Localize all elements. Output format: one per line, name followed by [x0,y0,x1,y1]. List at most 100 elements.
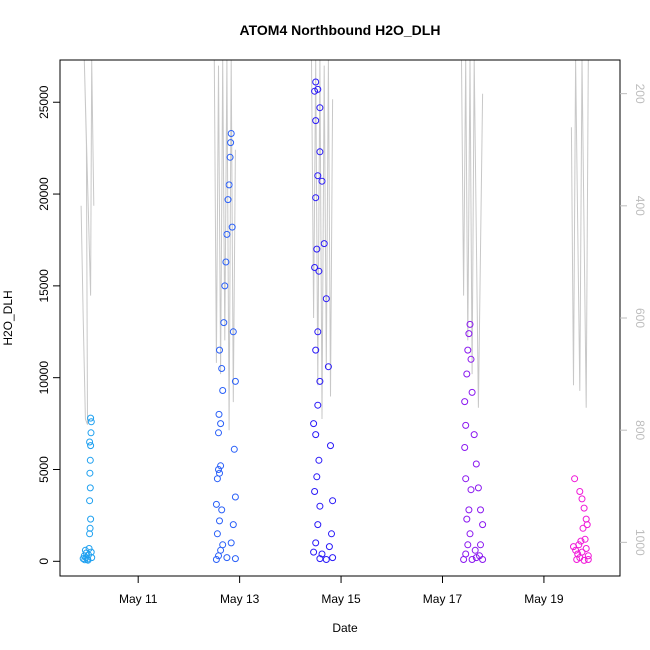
data-point [314,401,322,409]
data-point [231,377,239,385]
data-point [314,328,322,336]
data-point [322,295,330,303]
y-tick-label: 5000 [37,456,51,483]
pressure-profiles [80,60,589,431]
y2-tick-label: 200 [633,84,647,104]
data-point [322,556,330,563]
data-point [580,504,588,512]
plot-frame [59,59,621,577]
data-point [465,330,473,338]
data-point [228,223,236,231]
data-point [477,506,484,514]
data-point [311,264,319,271]
data-point [86,484,94,492]
data-point [466,320,474,328]
pressure-profile-2 [213,60,236,431]
data-point [582,515,590,523]
data-point [464,541,472,549]
data-point [468,556,476,563]
data-point [582,545,590,552]
x-axis-label: Date [332,621,358,635]
x-tick-label: May 17 [423,592,463,606]
x-tick-label: May 15 [321,592,361,606]
data-point [312,346,320,354]
data-point [220,319,228,327]
data-point [231,555,239,563]
data-point [318,177,326,185]
y2-tick-label: 600 [633,308,647,328]
chart-title: ATOM4 Northbound H2O_DLH [240,22,441,38]
data-point [313,245,321,253]
data-point [462,475,470,483]
y-tick-label: 20000 [37,177,51,211]
data-point [461,444,469,451]
y2-tick-label: 400 [633,196,647,216]
data-point [329,497,337,505]
data-point [462,421,470,429]
data-point [312,78,320,86]
data-point [464,346,472,354]
data-point [310,420,318,428]
data-point [227,139,235,147]
data-point [212,500,220,508]
data-point [225,181,233,189]
data-point [87,442,95,450]
data-point [315,456,323,464]
data-point [315,267,323,275]
data-point [314,85,322,93]
data-point [468,388,476,396]
pressure-profile-1 [80,60,95,425]
data-point [221,282,229,290]
data-point [318,550,326,558]
data-point [215,410,223,418]
data-point [87,414,95,422]
data-point [312,117,320,125]
data-point [87,515,95,523]
data-point [583,521,591,529]
pressure-profile-5 [570,60,589,408]
x-tick-label: May 11 [119,592,158,606]
data-point [584,556,592,563]
data-point [312,194,320,202]
data-point [215,429,222,437]
data-point [324,363,332,371]
data-point [213,530,221,538]
data-point [222,258,230,266]
data-point [584,552,592,560]
data-point [477,541,484,549]
data-point [223,554,231,562]
data-point [216,469,223,477]
data-point [463,515,471,523]
data-point [86,469,94,477]
data-point [467,486,475,494]
data-point [226,153,234,161]
data-point [87,548,95,556]
data-point [224,196,232,204]
data-point [572,546,580,554]
data-point [227,130,235,137]
data-point [84,556,92,564]
data-point [216,517,223,525]
data-point [218,506,226,514]
data-point [579,524,587,532]
data-point [576,488,584,495]
data-point [581,535,589,543]
data-point [571,475,579,483]
x-axis: May 11 May 13 May 15 May 17 May 19 [119,576,564,606]
data-point [310,548,318,556]
data-point [314,172,322,180]
x-tick-label: May 13 [220,592,260,606]
data-point [467,355,475,363]
data-point [575,541,583,549]
data-point [215,466,222,473]
y2-tick-label: 1000 [633,529,647,556]
data-point [85,545,93,552]
data-point [219,541,227,549]
y-tick-label: 10000 [37,361,51,395]
data-point [217,420,225,428]
pressure-profile-3 [311,60,334,420]
data-point [474,484,482,492]
data-point [314,521,322,529]
data-point [461,398,469,406]
data-point [463,370,471,378]
